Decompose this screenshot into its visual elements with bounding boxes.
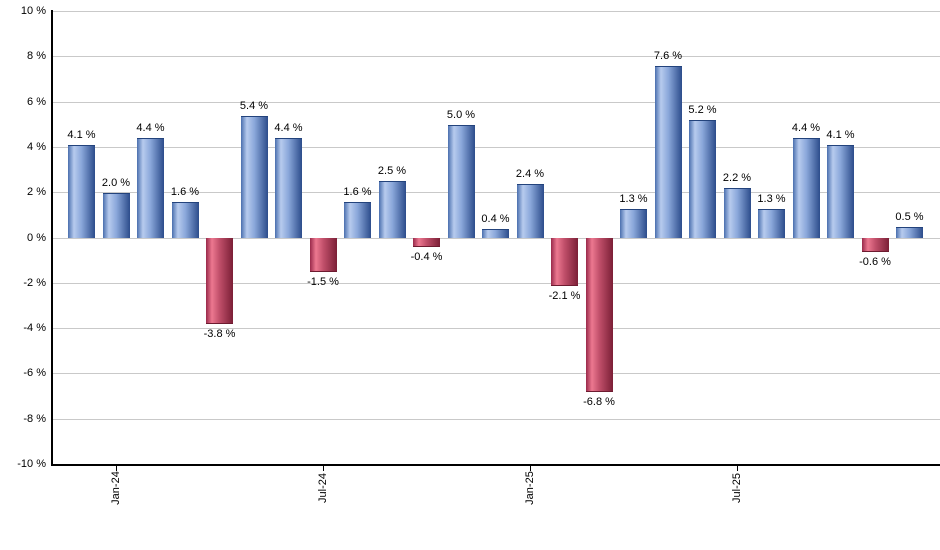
- bar-positive: [379, 181, 406, 238]
- bar-positive: [137, 138, 164, 238]
- bar-negative: [310, 238, 337, 272]
- bar-positive: [724, 188, 751, 238]
- y-axis-tick-label: -2 %: [23, 277, 46, 289]
- bar-positive: [620, 209, 647, 238]
- bar-value-label: 2.0 %: [101, 177, 131, 189]
- bar-value-label: -0.6 %: [859, 256, 891, 268]
- bar-value-label: 4.4 %: [791, 122, 821, 134]
- x-axis-tick-label: Jan-25: [500, 458, 560, 518]
- bar-value-label: 5.2 %: [688, 104, 717, 116]
- bar-positive: [103, 193, 130, 238]
- gridline: [53, 147, 940, 148]
- gridline: [53, 102, 940, 103]
- gridline: [53, 328, 940, 329]
- bar-value-label: 2.2 %: [722, 172, 752, 184]
- y-axis-tick-label: -6 %: [23, 367, 46, 379]
- gridline: [53, 419, 940, 420]
- y-axis-tick-label: -4 %: [23, 322, 46, 334]
- y-axis-tick-label: 10 %: [20, 5, 46, 17]
- y-axis-tick-label: 2 %: [27, 186, 46, 198]
- x-axis-tick-label-text: Jul-24: [317, 473, 329, 503]
- y-axis-tick-label: 4 %: [27, 141, 46, 153]
- bar-value-label: -0.4 %: [410, 251, 443, 263]
- bar-positive: [448, 125, 475, 238]
- bar-positive: [172, 202, 199, 238]
- bar-negative: [551, 238, 578, 286]
- x-axis-tick-label-text: Jan-25: [523, 471, 536, 505]
- y-axis-tick-label: 8 %: [27, 50, 46, 62]
- bar-negative: [413, 238, 440, 247]
- bar-positive: [689, 120, 716, 238]
- y-axis-line: [51, 10, 53, 466]
- gridline: [53, 11, 940, 12]
- gridline: [53, 56, 940, 57]
- bar-value-label: 4.1 %: [67, 129, 96, 141]
- bar-negative: [586, 238, 613, 392]
- bar-value-label: 1.6 %: [343, 186, 372, 198]
- bar-value-label: 1.3 %: [757, 193, 786, 205]
- bar-value-label: 2.4 %: [515, 168, 545, 180]
- bar-value-label: 1.3 %: [619, 193, 648, 205]
- bar-value-label: 0.5 %: [895, 211, 924, 223]
- x-axis-tick-label-text: Jan-24: [109, 471, 122, 505]
- x-axis-tick-label-text: Jul-25: [731, 473, 743, 503]
- y-axis-tick-label: 6 %: [27, 96, 46, 108]
- bar-value-label: 7.6 %: [653, 50, 683, 62]
- x-axis-tick-label: Jul-25: [707, 458, 767, 518]
- bar-positive: [344, 202, 371, 238]
- gridline: [53, 238, 940, 239]
- y-axis-tick-label: -10 %: [17, 458, 46, 470]
- bar-positive: [827, 145, 854, 238]
- bar-positive: [758, 209, 785, 238]
- bar-positive: [655, 66, 682, 238]
- bar-value-label: 4.4 %: [136, 122, 165, 134]
- bar-positive: [275, 138, 302, 238]
- bar-negative: [206, 238, 233, 324]
- y-axis-tick-label: 0 %: [27, 232, 46, 244]
- bar-value-label: 1.6 %: [170, 186, 200, 198]
- gridline: [53, 373, 940, 374]
- bar-negative: [862, 238, 889, 252]
- x-axis-tick-label: Jan-24: [86, 458, 146, 518]
- x-axis-tick-label: Jul-24: [293, 458, 353, 518]
- gridline: [53, 192, 940, 193]
- bar-positive: [896, 227, 923, 238]
- bar-positive: [68, 145, 95, 238]
- bar-positive: [793, 138, 820, 238]
- bar-value-label: -1.5 %: [307, 276, 339, 288]
- bar-positive: [517, 184, 544, 238]
- bar-value-label: -3.8 %: [203, 328, 236, 340]
- bar-value-label: 0.4 %: [481, 213, 510, 225]
- bar-value-label: 4.4 %: [274, 122, 303, 134]
- gridline: [53, 283, 940, 284]
- bar-value-label: 2.5 %: [377, 165, 407, 177]
- bar-positive: [241, 116, 268, 238]
- y-axis-tick-label: -8 %: [23, 413, 46, 425]
- bar-positive: [482, 229, 509, 238]
- bar-value-label: 5.4 %: [239, 100, 269, 112]
- x-axis-line: [51, 464, 940, 466]
- bar-value-label: -2.1 %: [548, 290, 581, 302]
- bar-value-label: 4.1 %: [826, 129, 855, 141]
- bar-value-label: -6.8 %: [583, 396, 615, 408]
- bar-value-label: 5.0 %: [446, 109, 476, 121]
